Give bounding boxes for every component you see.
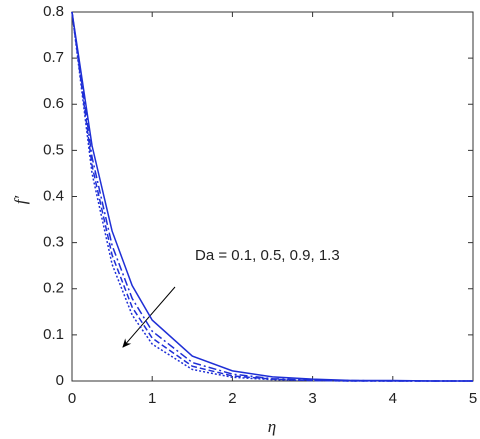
data-line [71,11,473,382]
x-tick-label: 1 [148,390,156,407]
x-axis-label: η [268,417,276,436]
data-line [71,11,473,382]
annotation: Da = 0.1, 0.5, 0.9, 1.3 [195,247,340,264]
x-tick-label: 4 [389,390,397,407]
data-line [71,11,473,382]
y-tick-label: 0.7 [43,49,64,66]
y-tick-label: 0.2 [43,280,64,297]
y-tick-label: 0.5 [43,141,64,158]
x-tick-label: 2 [228,390,236,407]
annotation-arrow [122,286,176,348]
y-tick-label: 0.8 [43,3,64,20]
y-axis-label: f′ [11,196,30,205]
x-tick-label: 3 [308,390,316,407]
plot-frame [71,11,474,382]
x-tick-label: 5 [469,390,477,407]
y-tick-label: 0.6 [43,95,64,112]
x-tick-label: 0 [68,390,76,407]
y-tick-label: 0.4 [43,187,64,204]
y-tick-label: 0 [56,372,64,389]
y-tick-label: 0.3 [43,234,64,251]
y-tick-label: 0.1 [43,326,64,343]
data-line [71,11,473,382]
